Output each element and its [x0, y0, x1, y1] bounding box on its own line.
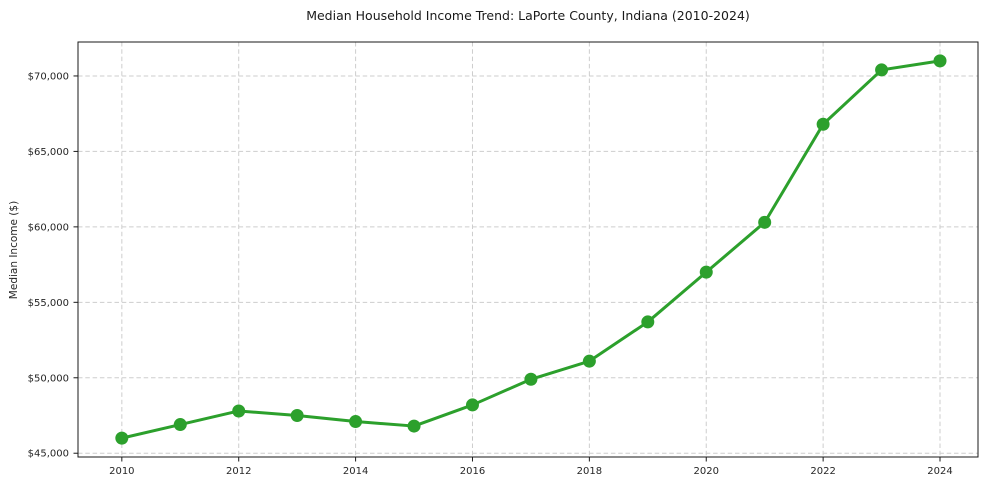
data-point-2021	[758, 215, 772, 229]
data-point-2022	[816, 117, 830, 131]
data-point-2011	[173, 418, 187, 432]
y-tick-label-70000: $70,000	[28, 71, 69, 82]
data-point-2016	[465, 398, 479, 412]
data-point-2019	[641, 315, 655, 329]
data-point-2023	[875, 63, 889, 77]
data-point-2017	[524, 372, 538, 386]
data-point-2024	[933, 54, 947, 68]
y-tick-label-60000: $60,000	[28, 222, 69, 233]
data-point-2020	[699, 265, 713, 279]
data-point-2012	[232, 404, 246, 418]
data-point-2013	[290, 409, 304, 422]
x-tick-label-2014: 2014	[343, 466, 368, 477]
x-tick-label-2020: 2020	[694, 466, 719, 477]
chart-title: Median Household Income Trend: LaPorte C…	[306, 8, 750, 23]
x-tick-label-2022: 2022	[810, 466, 835, 477]
y-tick-label-45000: $45,000	[28, 449, 69, 460]
y-tick-label-55000: $55,000	[28, 298, 69, 309]
data-point-2014	[349, 415, 363, 429]
plot-border	[77, 41, 979, 458]
x-tick-label-2010: 2010	[109, 466, 134, 477]
y-tick-label-50000: $50,000	[28, 373, 69, 384]
x-tick-label-2018: 2018	[577, 466, 602, 477]
x-tick-label-2012: 2012	[226, 466, 251, 477]
data-point-2018	[582, 354, 596, 368]
data-point-2010	[115, 431, 129, 445]
x-tick-label-2016: 2016	[460, 466, 485, 477]
y-tick-label-65000: $65,000	[28, 147, 69, 158]
data-point-2015	[407, 419, 421, 433]
x-tick-label-2024: 2024	[927, 466, 952, 477]
